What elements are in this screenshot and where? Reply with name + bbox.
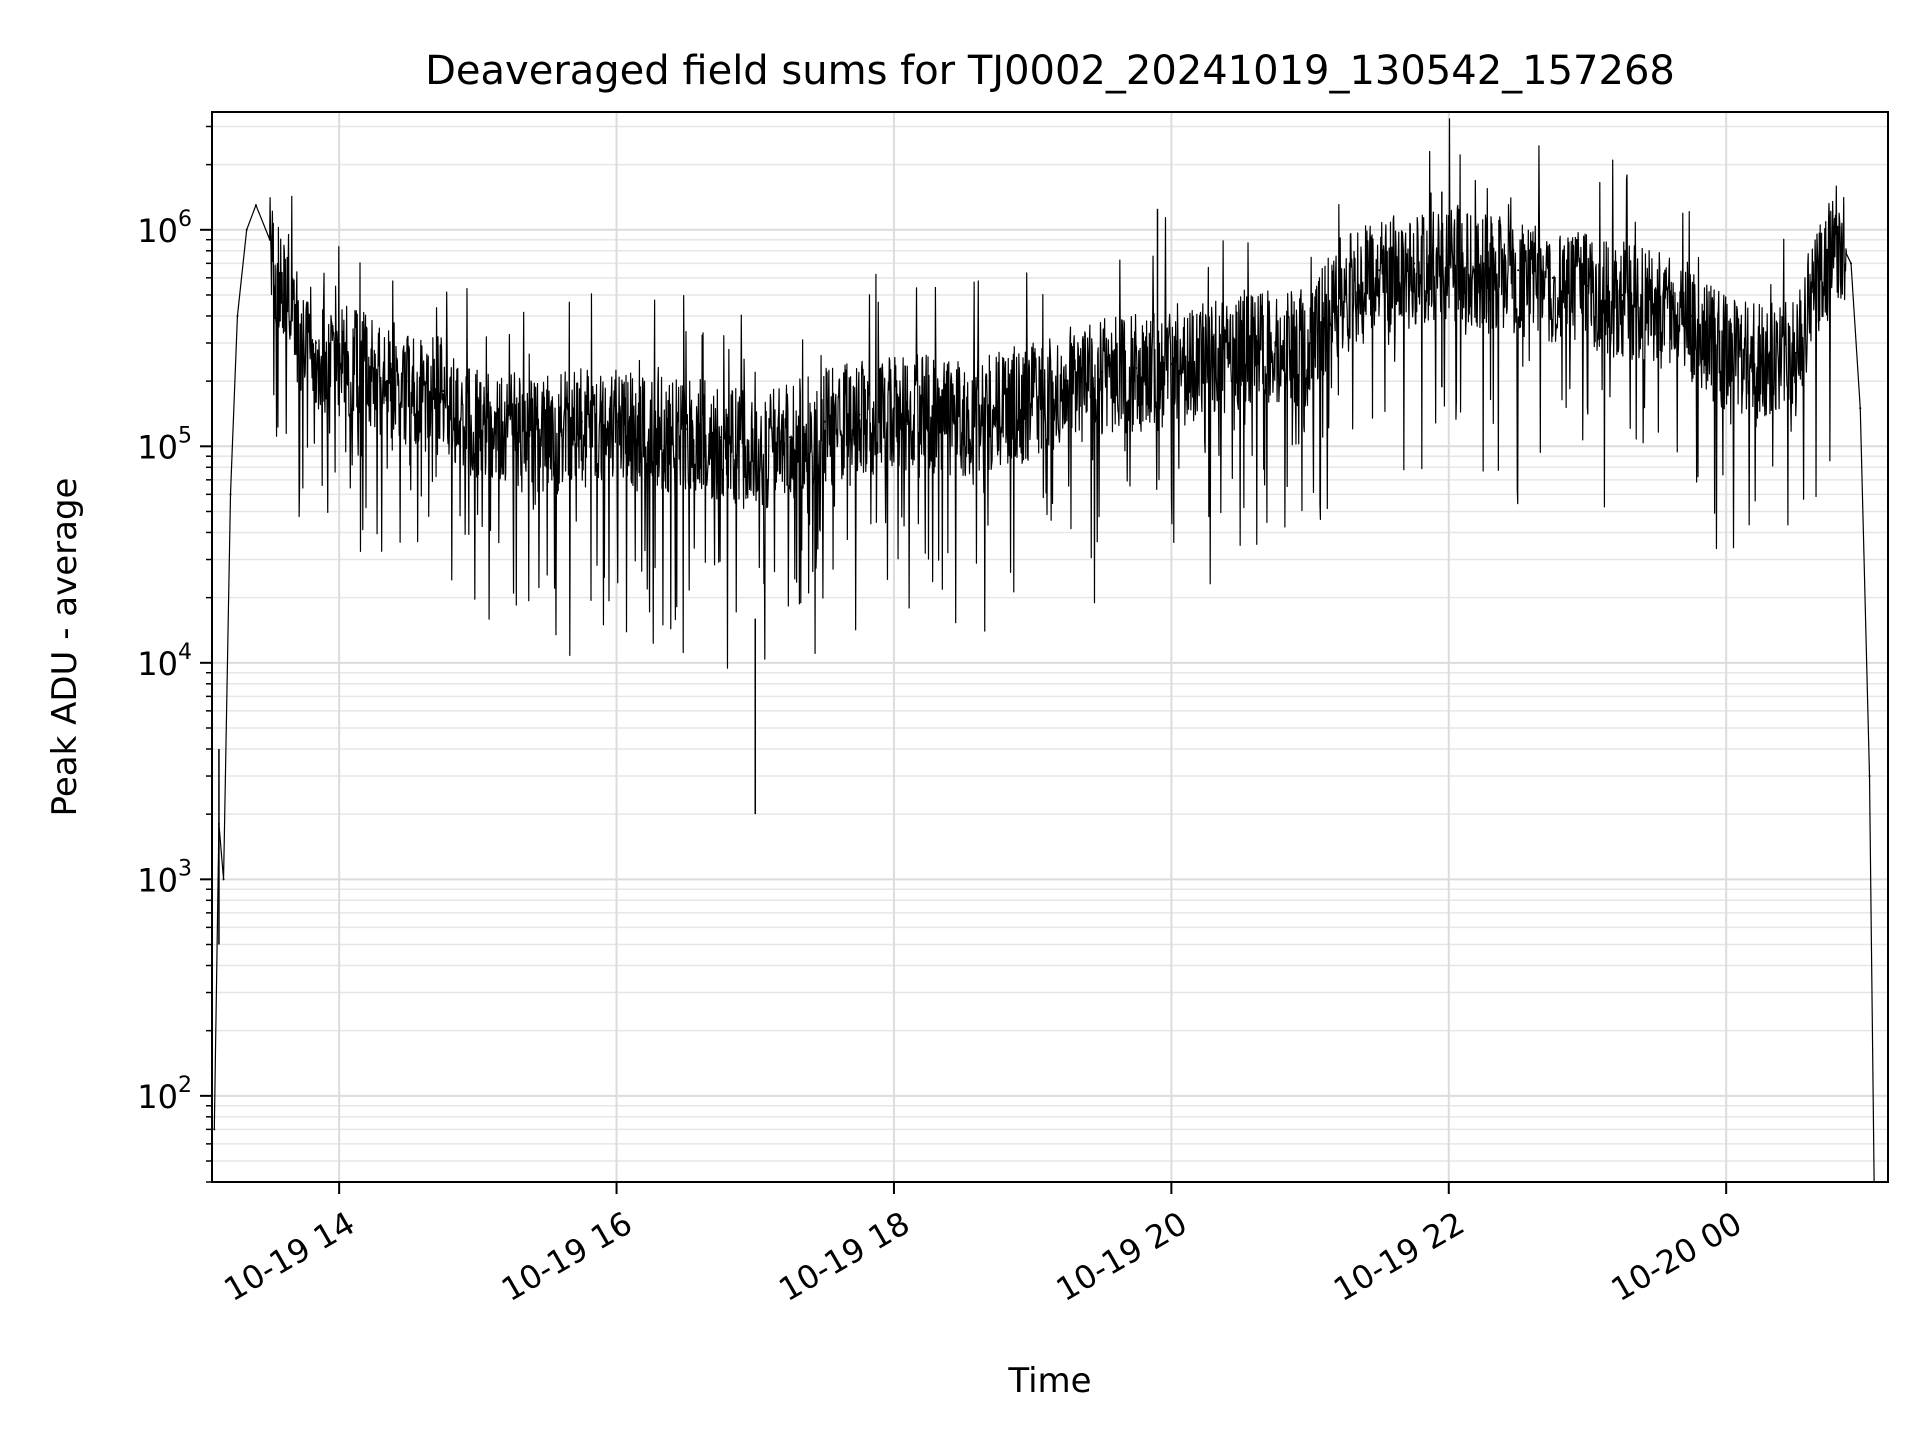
y-tick-label: 105 (137, 423, 192, 466)
data-point (1586, 285, 1589, 288)
data-point (338, 355, 341, 358)
data-point (442, 390, 445, 393)
data-point (1447, 255, 1450, 258)
y-tick-label-exponent: 5 (178, 423, 192, 448)
data-point (1551, 276, 1554, 279)
data-point (315, 342, 318, 345)
y-tick-label-exponent: 3 (178, 856, 192, 881)
y-tick-label-exponent: 6 (178, 207, 192, 232)
series-layer (213, 118, 1876, 1183)
data-point (1101, 371, 1104, 374)
plot-frame (211, 111, 1889, 1183)
data-point (254, 204, 257, 207)
data-point (1690, 314, 1693, 317)
data-point (296, 319, 299, 322)
data-point (1170, 362, 1173, 365)
y-tick-label: 102 (137, 1073, 192, 1116)
data-point (213, 1128, 216, 1131)
data-point (788, 436, 791, 439)
data-point (580, 420, 583, 423)
data-point (823, 420, 826, 423)
y-tick-label-base: 10 (137, 428, 178, 466)
data-point (245, 228, 248, 231)
data-point (615, 420, 618, 423)
y-tick-label-exponent: 2 (178, 1073, 192, 1098)
data-point (268, 238, 271, 241)
data-point (1850, 262, 1853, 265)
data-point (650, 428, 653, 431)
data-point (1621, 293, 1624, 296)
data-point (1859, 407, 1862, 410)
data-point (996, 401, 999, 404)
data-point (1725, 348, 1728, 351)
data-point (1239, 348, 1242, 351)
data-point (1031, 395, 1034, 398)
data-point (962, 413, 965, 416)
data-point (1332, 293, 1335, 296)
y-tick-label-base: 10 (137, 212, 178, 250)
data-point (858, 413, 861, 416)
data-point (407, 380, 410, 383)
data-point (1817, 276, 1820, 279)
data-point (1066, 380, 1069, 383)
y-tick-label-base: 10 (137, 861, 178, 899)
data-point (1135, 366, 1138, 369)
data-point (754, 445, 757, 448)
data-point (476, 413, 479, 416)
data-point (719, 436, 722, 439)
data-point (546, 428, 549, 431)
data-point (1378, 269, 1381, 272)
data-point (511, 420, 514, 423)
x-axis-title: Time (1007, 1361, 1091, 1401)
data-point (1482, 262, 1485, 265)
data-point (1309, 342, 1312, 345)
y-tick-label: 103 (137, 856, 192, 899)
y-tick-label: 104 (137, 640, 192, 683)
data-point (1794, 351, 1797, 354)
data-point (1274, 342, 1277, 345)
y-tick-label-base: 10 (137, 1078, 178, 1116)
data-point (1517, 269, 1520, 272)
grid (212, 112, 1888, 1183)
data-point (684, 428, 687, 431)
data-point (372, 366, 375, 369)
data-point (1759, 355, 1762, 358)
y-tick-label: 106 (137, 207, 192, 250)
data-point (892, 407, 895, 410)
data-point (1868, 775, 1871, 778)
data-point (1836, 233, 1839, 236)
data-point (282, 293, 285, 296)
data-point (927, 407, 930, 410)
data-point (236, 314, 239, 317)
chart-title: Deaveraged field sums for TJ0002_2024101… (425, 48, 1675, 94)
data-point (222, 878, 225, 881)
y-axis-title: Peak ADU - average (45, 478, 85, 817)
y-tick-label-base: 10 (137, 645, 178, 683)
data-point (1413, 262, 1416, 265)
data-point (1655, 303, 1658, 306)
data-point (1205, 355, 1208, 358)
data-point (229, 493, 232, 496)
y-tick-label-exponent: 4 (178, 640, 192, 665)
data-series-line (213, 118, 1875, 1183)
